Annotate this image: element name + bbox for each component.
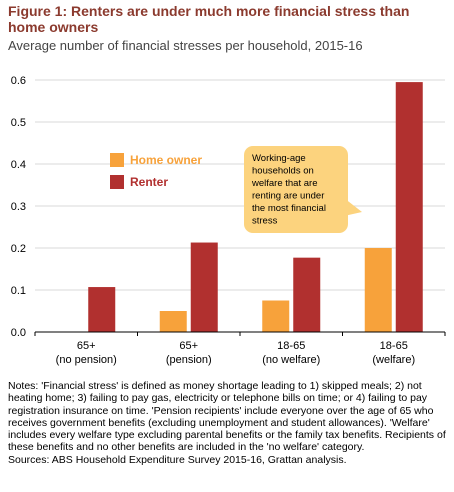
notes-text: Notes: 'Financial stress' is defined as …	[8, 380, 446, 454]
x-category-label: (no welfare)	[262, 354, 320, 366]
x-category-label: (no pension)	[56, 354, 117, 366]
legend-swatch	[110, 153, 124, 167]
callout-text: welfare that are	[251, 178, 317, 189]
bar-home-owner	[364, 248, 392, 332]
callout-pointer	[344, 198, 362, 216]
callout-text: the most financial	[252, 203, 326, 214]
bar-renter	[293, 257, 321, 332]
figure-notes: Notes: 'Financial stress' is defined as …	[8, 380, 448, 466]
figure-subtitle: Average number of financial stresses per…	[8, 38, 363, 53]
y-axis-ticks: 0.0 0.1 0.2 0.3 0.4 0.5 0.6	[11, 75, 26, 339]
x-category-label: 18-65	[277, 340, 305, 352]
bar-home-owner	[262, 300, 290, 332]
y-tick-label: 0.4	[11, 159, 26, 171]
x-category-label: 65+	[179, 340, 198, 352]
x-axis	[34, 331, 446, 336]
x-category-label: (pension)	[166, 354, 212, 366]
bar-chart: 0.00.10.20.30.40.50.6 65+(no pension)65+…	[11, 75, 446, 366]
bars	[88, 82, 423, 332]
legend-label: Home owner	[130, 153, 202, 167]
bar-renter	[88, 287, 116, 332]
x-category-label: 18-65	[380, 340, 408, 352]
figure-title: Figure 1: Renters are under much more fi…	[8, 3, 410, 35]
y-tick-label: 0.6	[11, 75, 26, 87]
bar-renter	[395, 82, 423, 332]
callout-text: stress	[252, 216, 278, 227]
callout-text: Working-age	[252, 153, 306, 164]
callout-text: renting are under	[252, 191, 324, 202]
y-tick-label: 0.3	[11, 201, 26, 213]
sources-text: Sources: ABS Household Expenditure Surve…	[8, 453, 347, 466]
callout-text: households on	[252, 166, 314, 177]
y-tick-label: 0.2	[11, 243, 26, 255]
y-tick-label: 0.5	[11, 117, 26, 129]
x-category-label: (welfare)	[372, 354, 415, 366]
y-tick-label: 0.1	[11, 285, 26, 297]
legend-label: Renter	[130, 175, 168, 189]
bar-renter	[190, 242, 218, 332]
x-category-label: 65+	[77, 340, 96, 352]
bar-home-owner	[159, 311, 187, 332]
y-tick-label: 0.0	[11, 327, 26, 339]
callout-box	[244, 146, 348, 233]
x-axis-labels: 65+ (no pension) 65+ (pension) 18-65 (no welf…	[56, 340, 415, 366]
legend-swatch	[110, 175, 124, 189]
legend: Home owner Renter	[110, 153, 202, 189]
